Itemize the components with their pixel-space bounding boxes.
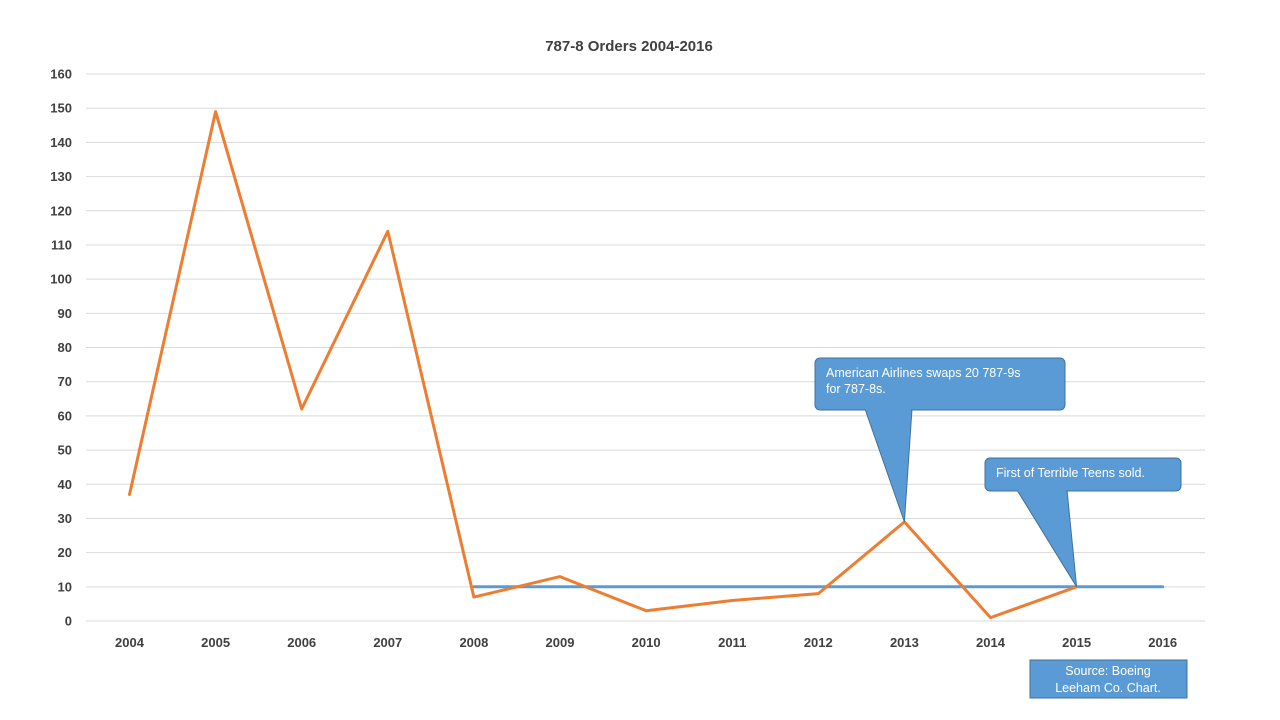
x-tick-label: 2007 [373,635,402,650]
x-tick-label: 2004 [115,635,145,650]
x-tick-label: 2010 [632,635,661,650]
y-tick-label: 50 [58,443,72,458]
callout-text: for 787-8s. [826,382,886,396]
x-tick-label: 2016 [1148,635,1177,650]
y-tick-label: 10 [58,579,72,594]
y-tick-label: 80 [58,340,72,355]
source-box-rect [1029,659,1188,699]
callout-2: First of Terrible Teens sold. [984,457,1182,588]
gridlines [86,73,1205,622]
callout-text: First of Terrible Teens sold. [996,466,1145,480]
x-tick-label: 2005 [201,635,230,650]
callout-text: American Airlines swaps 20 787-9s [826,366,1021,380]
chart-title: 787-8 Orders 2004-2016 [545,38,713,55]
x-tick-label: 2012 [804,635,833,650]
x-tick-label: 2009 [546,635,575,650]
y-tick-label: 70 [58,374,72,389]
x-tick-label: 2011 [718,635,746,650]
series-line-1 [128,110,1079,620]
y-tick-label: 160 [50,67,72,82]
y-tick-label: 130 [50,169,72,184]
x-tick-label: 2006 [287,635,316,650]
callout-box [814,357,1066,411]
source-box: Source: Boeing Leeham Co. Chart. [1029,659,1188,699]
x-tick-label: 2015 [1062,635,1091,650]
x-tick-label: 2013 [890,635,919,650]
x-axis-ticks: 2004 2005 2006 2007 2008 2009 2010 2011 2012 2013… [115,635,1177,650]
x-tick-label: 2014 [976,635,1006,650]
callout-pointer [1016,489,1078,588]
y-tick-label: 0 [65,614,72,629]
source-text: Leeham Co. Chart. [1055,681,1161,695]
series-group [128,110,1165,620]
y-tick-label: 90 [58,306,72,321]
callout-box [984,457,1182,492]
x-tick-label: 2008 [459,635,488,650]
y-tick-label: 30 [58,511,72,526]
callout-1: American Airlines swaps 20 787-9s for 787… [814,357,1066,523]
y-tick-label: 40 [58,477,72,492]
y-tick-label: 20 [58,545,72,560]
y-tick-label: 150 [50,101,72,116]
y-axis-ticks: 0 10 20 30 40 50 60 70 80 90 100 110 120 130 140 150 160 [50,67,72,629]
callout-seam [1018,488,1066,492]
source-text: Source: Boeing [1065,664,1151,678]
y-tick-label: 100 [50,272,72,287]
callout-seam [866,407,911,411]
y-tick-label: 120 [50,203,72,218]
callouts: American Airlines swaps 20 787-9s for 787… [814,357,1182,588]
callout-pointer [864,408,913,523]
y-tick-label: 110 [51,237,72,252]
y-tick-label: 60 [58,408,72,423]
y-tick-label: 140 [50,135,72,150]
